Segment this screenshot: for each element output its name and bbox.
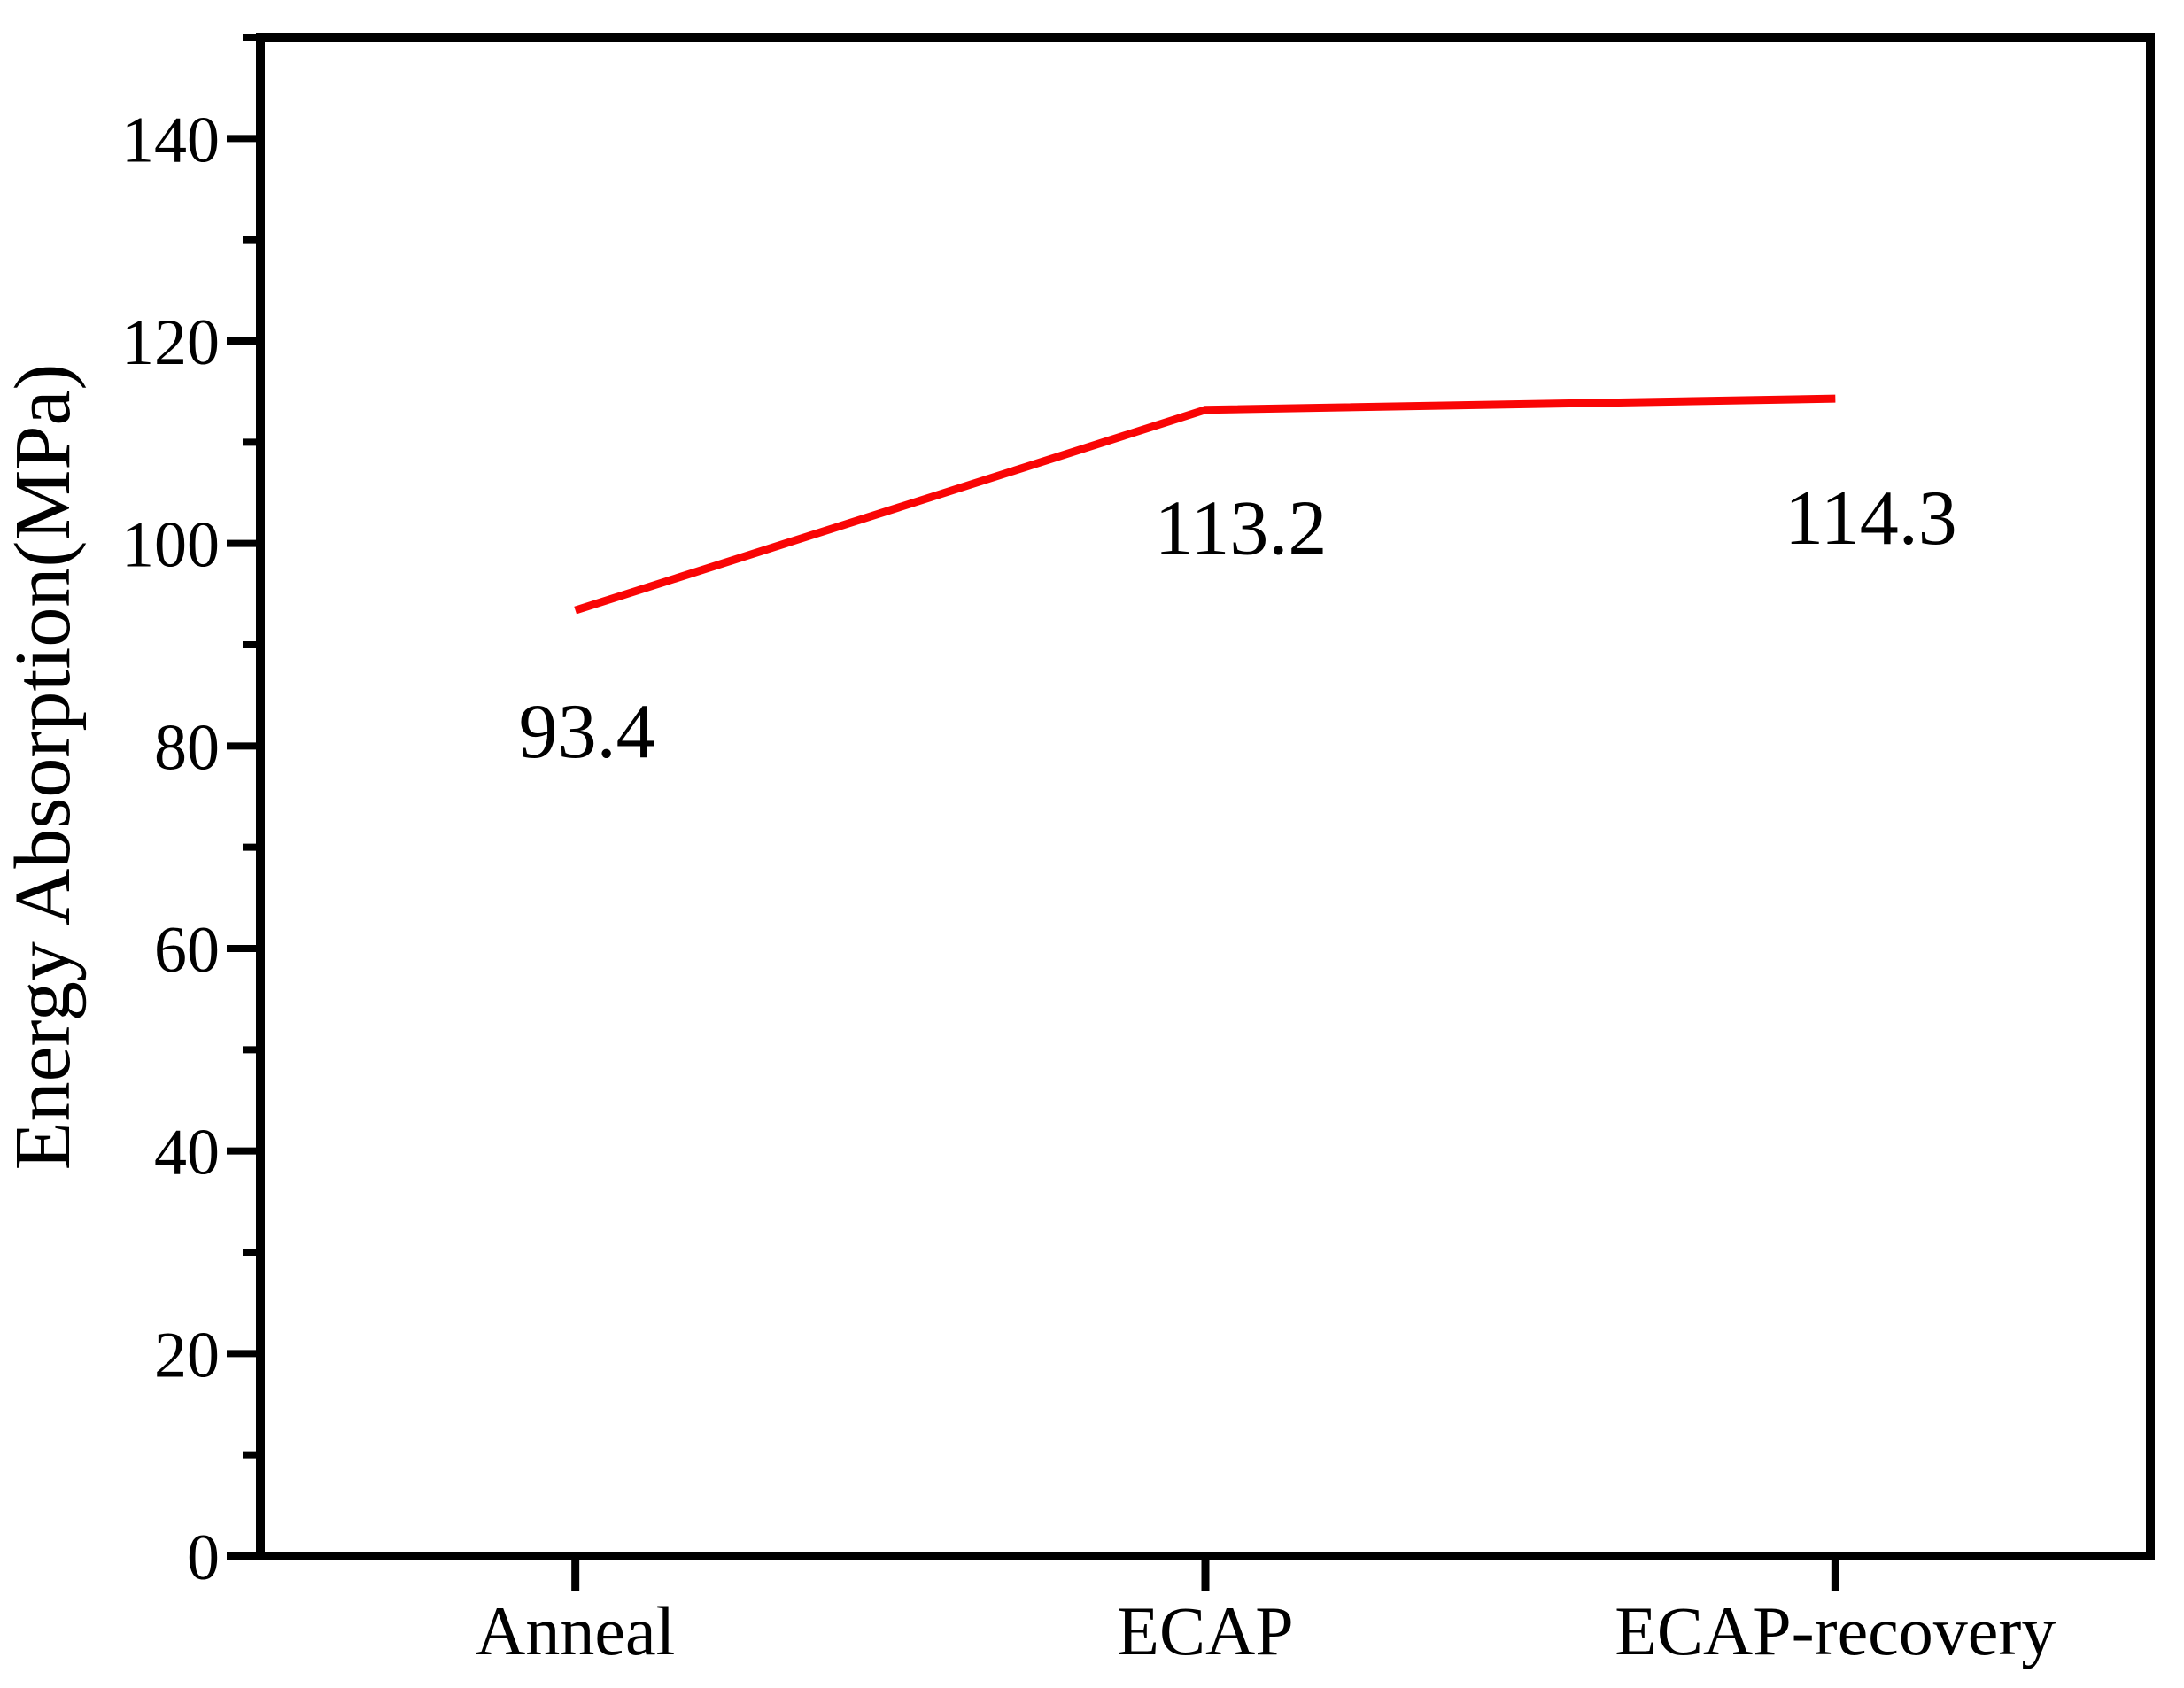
- data-point-label: 114.3: [1785, 476, 1957, 561]
- x-category-label: ECAP-recovery: [1615, 1592, 2056, 1669]
- data-point-label: 113.2: [1155, 486, 1328, 572]
- plot-border: [256, 33, 2155, 1560]
- y-tick-label: 100: [121, 509, 220, 582]
- x-category-label: Anneal: [476, 1592, 675, 1669]
- y-tick-label: 120: [121, 306, 220, 379]
- data-line: [574, 394, 1836, 615]
- y-tick-label: 140: [121, 104, 220, 176]
- y-tick-label: 0: [187, 1522, 220, 1594]
- y-tick-label: 60: [154, 914, 220, 987]
- y-axis-title: Energy Absorption(MPa): [0, 364, 87, 1171]
- data-point-label: 93.4: [519, 689, 655, 775]
- y-tick-label: 40: [154, 1117, 220, 1189]
- y-tick-label: 20: [154, 1319, 220, 1391]
- x-category-label: ECAP: [1117, 1592, 1293, 1669]
- y-tick-label: 80: [154, 711, 220, 784]
